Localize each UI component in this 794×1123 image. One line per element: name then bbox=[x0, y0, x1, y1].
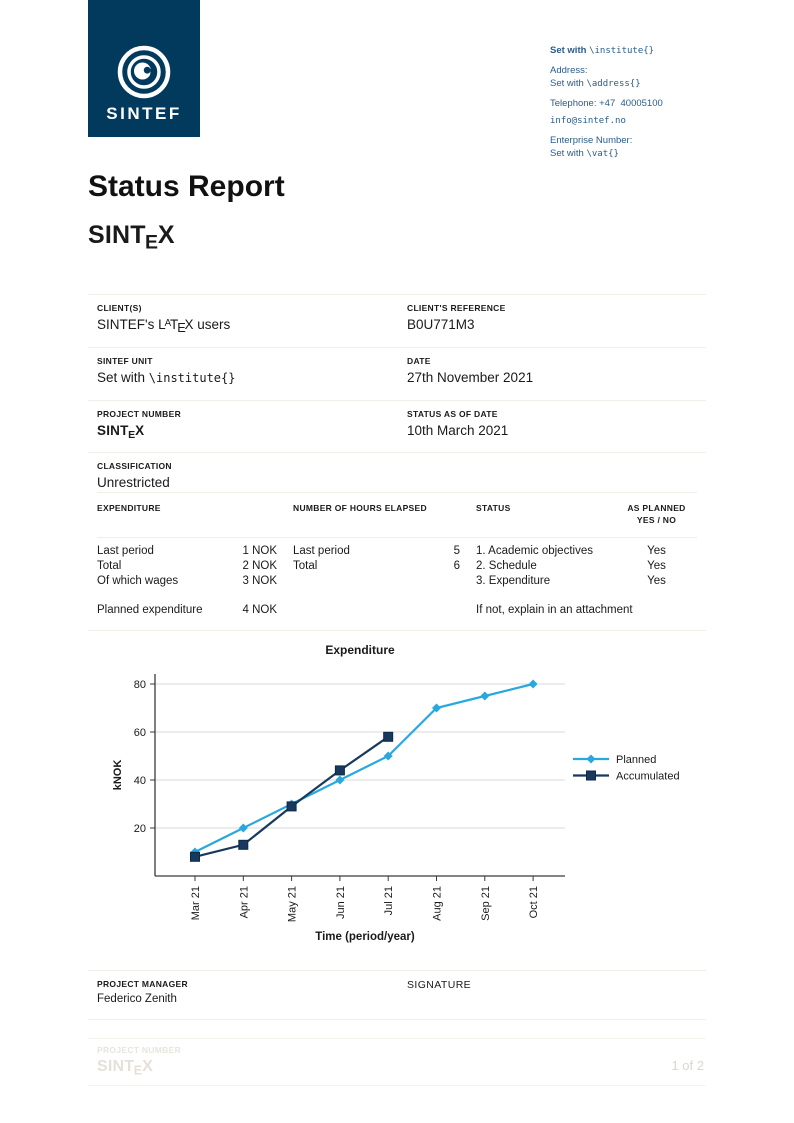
classification-label: CLASSIFICATION bbox=[97, 461, 172, 471]
project-logo: SINTEX bbox=[88, 221, 175, 254]
table-row: PROJECT NUMBER SINTEX STATUS AS OF DATE … bbox=[88, 400, 706, 452]
table-row: Of which wages 3 NOK 3. Expenditure Yes bbox=[97, 575, 666, 587]
footer-project-number-value: SINTEX bbox=[97, 1058, 153, 1078]
date-label: DATE bbox=[407, 356, 431, 366]
footer-project-number-label: PROJECT NUMBER bbox=[97, 1045, 182, 1055]
chart-title: Expenditure bbox=[325, 643, 395, 657]
y-tick-label: 80 bbox=[134, 679, 146, 691]
date-cell: DATE 27th November 2021 bbox=[407, 356, 706, 400]
signature-section: PROJECT MANAGER Federico Zenith SIGNATUR… bbox=[88, 970, 706, 1020]
hours-header: NUMBER OF HOURS ELAPSED bbox=[293, 503, 427, 513]
clients-cell: CLIENT(S) SINTEF's LATEX users bbox=[97, 303, 407, 347]
contact-telephone: Telephone: +47 40005100 bbox=[550, 97, 663, 109]
data-point-marker bbox=[190, 851, 200, 862]
unit-value: Set with \institute{} bbox=[97, 370, 236, 385]
expenditure-table: EXPENDITURE NUMBER OF HOURS ELAPSED STAT… bbox=[88, 492, 706, 631]
reference-cell: CLIENT'S REFERENCE B0U771M3 bbox=[407, 303, 706, 347]
x-tick-label: Sep 21 bbox=[480, 886, 492, 921]
signature-label: SIGNATURE bbox=[407, 979, 472, 991]
header-contact-block: Set with \institute{} Address: Set with \… bbox=[550, 44, 720, 167]
x-tick-label: May 21 bbox=[287, 886, 299, 922]
clients-label: CLIENT(S) bbox=[97, 303, 142, 313]
unit-cell: SINTEF UNIT Set with \institute{} bbox=[97, 356, 407, 400]
data-point-marker bbox=[432, 703, 441, 713]
latex-logo: LATEX bbox=[158, 317, 194, 335]
legend-label: Accumulated bbox=[616, 771, 680, 783]
contact-institute: Set with \institute{} bbox=[550, 45, 655, 56]
planned-expenditure-value: 4 NOK bbox=[242, 604, 277, 616]
signature-cell: SIGNATURE bbox=[407, 979, 706, 1019]
expenditure-table-rows: Last period 1 NOK Last period 5 1. Academic … bbox=[97, 544, 697, 589]
data-point-marker bbox=[528, 679, 538, 689]
y-tick-label: 20 bbox=[134, 823, 146, 835]
data-point-marker bbox=[383, 731, 394, 742]
expenditure-header: EXPENDITURE bbox=[97, 503, 161, 513]
table-row: Planned expenditure 4 NOK If not, explai… bbox=[97, 603, 697, 618]
classification-value: Unrestricted bbox=[97, 475, 170, 490]
x-tick-label: Jul 21 bbox=[383, 886, 395, 915]
status-date-value: 10th March 2021 bbox=[407, 423, 509, 438]
data-point-marker bbox=[586, 770, 596, 781]
status-date-label: STATUS AS OF DATE bbox=[407, 409, 498, 419]
data-point-marker bbox=[335, 775, 345, 785]
y-axis-label: kNOK bbox=[112, 760, 124, 791]
series-line-planned bbox=[194, 682, 534, 853]
status-header: STATUS bbox=[476, 503, 511, 513]
page-title: Status Report bbox=[88, 170, 285, 203]
x-axis-label: Time (period/year) bbox=[315, 931, 415, 943]
table-row: Total 2 NOK Total 6 2. Schedule Yes bbox=[97, 560, 666, 572]
y-tick-label: 40 bbox=[134, 775, 146, 787]
x-tick-label: Jun 21 bbox=[335, 886, 347, 919]
sintef-circle-logo-icon bbox=[117, 45, 171, 99]
sintef-logo-box: SINTEF bbox=[88, 0, 200, 137]
page-footer: PROJECT NUMBER SINTEX 1 of 2 bbox=[88, 1038, 706, 1086]
project-number-value: SINTEX bbox=[97, 423, 145, 441]
project-info-table: CLIENT(S) SINTEF's LATEX users CLIENT'S … bbox=[88, 294, 706, 492]
status-date-cell: STATUS AS OF DATE 10th March 2021 bbox=[407, 409, 706, 452]
data-point-marker bbox=[238, 823, 248, 833]
table-row: CLASSIFICATION Unrestricted bbox=[88, 452, 706, 492]
x-tick-label: Apr 21 bbox=[238, 886, 250, 918]
if-not-note: If not, explain in an attachment bbox=[476, 604, 633, 616]
x-tick-label: Aug 21 bbox=[432, 886, 444, 921]
project-number-cell: PROJECT NUMBER SINTEX bbox=[97, 409, 407, 452]
unit-label: SINTEF UNIT bbox=[97, 356, 153, 366]
date-value: 27th November 2021 bbox=[407, 370, 534, 385]
planned-expenditure-label: Planned expenditure bbox=[97, 604, 203, 616]
project-manager-cell: PROJECT MANAGER Federico Zenith bbox=[97, 979, 407, 1019]
data-point-marker bbox=[586, 754, 596, 764]
table-row: Last period 1 NOK Last period 5 1. Academic … bbox=[97, 545, 666, 557]
x-tick-label: Oct 21 bbox=[528, 886, 540, 918]
data-point-marker bbox=[334, 765, 345, 776]
reference-label: CLIENT'S REFERENCE bbox=[407, 303, 506, 313]
expenditure-table-header: EXPENDITURE NUMBER OF HOURS ELAPSED STAT… bbox=[97, 492, 697, 538]
table-row: SINTEF UNIT Set with \institute{} DATE 2… bbox=[88, 347, 706, 400]
contact-email: info@sintef.no bbox=[550, 116, 626, 126]
contact-address: Address: Set with \address{} bbox=[550, 64, 641, 90]
data-point-marker bbox=[238, 839, 249, 850]
project-number-label: PROJECT NUMBER bbox=[97, 409, 182, 419]
data-point-marker bbox=[383, 751, 393, 761]
classification-cell: CLASSIFICATION Unrestricted bbox=[97, 461, 407, 492]
table-row: CLIENT(S) SINTEF's LATEX users CLIENT'S … bbox=[88, 294, 706, 347]
y-tick-label: 60 bbox=[134, 727, 146, 739]
reference-value: B0U771M3 bbox=[407, 317, 475, 332]
expenditure-chart-svg: 20 40 60 80 Mar 21 Apr 21 May 21 Jun 21 Jul 21 Au… bbox=[112, 643, 680, 943]
data-point-marker bbox=[286, 801, 297, 812]
sintef-wordmark: SINTEF bbox=[106, 104, 182, 123]
data-point-marker bbox=[480, 691, 490, 701]
x-tick-label: Mar 21 bbox=[190, 886, 202, 920]
expenditure-chart: 20 40 60 80 Mar 21 Apr 21 May 21 Jun 21 Jul 21 Au… bbox=[105, 638, 725, 960]
as-planned-header: AS PLANNED YES / NO bbox=[627, 503, 686, 525]
footer-project-number: PROJECT NUMBER SINTEX bbox=[97, 1045, 181, 1085]
legend-label: Planned bbox=[616, 754, 656, 766]
contact-enterprise: Enterprise Number: Set with \vat{} bbox=[550, 134, 633, 160]
clients-value: SINTEF's LATEX users bbox=[97, 317, 231, 335]
project-manager-label: PROJECT MANAGER bbox=[97, 979, 188, 989]
page-number: 1 of 2 bbox=[671, 1057, 704, 1073]
project-manager-value: Federico Zenith bbox=[97, 993, 177, 1005]
